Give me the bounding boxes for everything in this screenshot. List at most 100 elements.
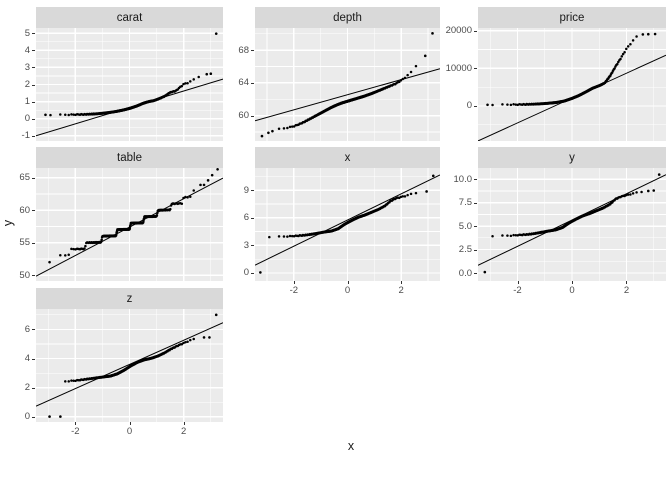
y-tick-mark bbox=[32, 118, 35, 120]
x-tick-label: 2 bbox=[623, 285, 630, 296]
x-tick-mark bbox=[401, 281, 403, 284]
qq-line bbox=[36, 322, 223, 407]
facet-plot-table bbox=[36, 168, 223, 281]
facet-strip-x: x bbox=[255, 147, 440, 168]
y-tick-label: 10000 bbox=[445, 62, 472, 74]
y-tick-label: 2.5 bbox=[458, 244, 472, 256]
x-tick-label: 2 bbox=[398, 285, 404, 296]
facet-plot-depth bbox=[255, 28, 440, 141]
y-tick-mark bbox=[474, 68, 477, 70]
x-tick-label: -2 bbox=[289, 285, 299, 296]
qq-points bbox=[48, 313, 218, 418]
y-tick-label: 2 bbox=[24, 382, 30, 394]
gridlines bbox=[478, 28, 666, 141]
facet-strip-label: y bbox=[569, 151, 575, 164]
y-tick-mark bbox=[251, 272, 254, 274]
y-tick-label: 1 bbox=[24, 96, 30, 108]
facet-plot-price bbox=[478, 28, 666, 141]
y-tick-label: 0.0 bbox=[458, 267, 472, 279]
y-tick-label: 9 bbox=[243, 184, 249, 196]
facet-panel-y bbox=[478, 168, 666, 281]
x-tick-label: 2 bbox=[181, 426, 187, 437]
facet-strip-label: price bbox=[559, 11, 585, 24]
x-tick-mark bbox=[517, 281, 519, 284]
y-tick-mark bbox=[32, 84, 35, 86]
y-tick-label: 65 bbox=[19, 172, 30, 184]
x-tick-mark bbox=[626, 281, 628, 284]
y-tick-mark bbox=[32, 387, 35, 389]
y-tick-label: 3 bbox=[24, 61, 30, 73]
y-tick-label: 0 bbox=[24, 113, 30, 125]
x-tick-mark bbox=[75, 422, 77, 425]
facet-strip-y: y bbox=[478, 147, 666, 168]
y-tick-label: -1 bbox=[21, 130, 30, 142]
y-tick-mark bbox=[251, 217, 254, 219]
y-tick-mark bbox=[32, 33, 35, 35]
y-tick-mark bbox=[32, 210, 35, 212]
y-tick-mark bbox=[32, 329, 35, 331]
facet-strip-carat: carat bbox=[36, 7, 223, 28]
x-tick-mark bbox=[183, 422, 185, 425]
x-tick-label: 0 bbox=[344, 285, 351, 296]
gridlines bbox=[255, 28, 440, 141]
facet-strip-label: x bbox=[344, 151, 351, 164]
x-tick-mark bbox=[293, 281, 295, 284]
y-tick-mark bbox=[474, 179, 477, 181]
y-tick-mark bbox=[32, 135, 35, 137]
qq-line bbox=[255, 68, 440, 122]
y-tick-label: 2 bbox=[24, 79, 30, 90]
x-tick-label: -2 bbox=[71, 426, 80, 437]
gridlines bbox=[478, 168, 666, 281]
x-tick-label: 0 bbox=[126, 426, 133, 437]
y-tick-label: 6 bbox=[24, 323, 30, 335]
y-tick-mark bbox=[32, 101, 35, 103]
y-tick-mark bbox=[32, 416, 35, 418]
y-tick-label: 60 bbox=[19, 204, 30, 216]
x-tick-mark bbox=[347, 281, 349, 284]
y-tick-mark bbox=[474, 105, 477, 107]
y-tick-mark bbox=[251, 82, 254, 84]
y-tick-mark bbox=[251, 115, 254, 117]
facet-plot-x bbox=[255, 168, 440, 281]
x-tick-mark bbox=[572, 281, 573, 284]
y-tick-label: 0 bbox=[466, 100, 472, 112]
qq-points bbox=[486, 32, 657, 107]
y-tick-label: 10.0 bbox=[453, 173, 473, 185]
y-tick-label: 3 bbox=[243, 239, 249, 251]
x-tick-label: -2 bbox=[513, 285, 522, 296]
y-tick-label: 5.0 bbox=[458, 220, 472, 232]
facet-strip-label: depth bbox=[333, 11, 362, 24]
qq-points bbox=[44, 32, 218, 117]
facet-strip-z: z bbox=[36, 288, 223, 309]
y-tick-label: 0 bbox=[24, 411, 30, 423]
y-tick-label: 20000 bbox=[445, 25, 472, 37]
y-tick-mark bbox=[474, 202, 477, 204]
qq-points bbox=[483, 173, 661, 274]
y-tick-mark bbox=[32, 242, 35, 244]
y-tick-mark bbox=[32, 50, 35, 52]
facet-panel-x bbox=[255, 168, 440, 281]
y-tick-label: 64 bbox=[238, 77, 249, 89]
y-tick-mark bbox=[32, 177, 35, 179]
y-tick-mark bbox=[32, 67, 35, 69]
y-tick-label: 50 bbox=[19, 269, 30, 281]
y-tick-mark bbox=[474, 226, 477, 228]
facet-panel-carat bbox=[36, 28, 223, 141]
qq-line bbox=[255, 174, 440, 266]
y-tick-label: 4 bbox=[24, 353, 30, 365]
facet-panel-table bbox=[36, 168, 223, 281]
gridlines bbox=[36, 28, 223, 141]
facet-panel-price bbox=[478, 28, 666, 141]
y-tick-mark bbox=[474, 30, 477, 32]
gridlines bbox=[255, 168, 440, 281]
facet-strip-depth: depth bbox=[255, 7, 440, 28]
facet-plot-y bbox=[478, 168, 666, 281]
x-tick-label: 0 bbox=[569, 285, 575, 296]
y-tick-mark bbox=[474, 273, 477, 275]
y-tick-mark bbox=[32, 358, 35, 360]
y-tick-mark bbox=[474, 249, 477, 251]
y-tick-label: 68 bbox=[238, 44, 249, 56]
facet-plot-z bbox=[36, 309, 223, 422]
y-tick-label: 7.5 bbox=[458, 197, 472, 209]
